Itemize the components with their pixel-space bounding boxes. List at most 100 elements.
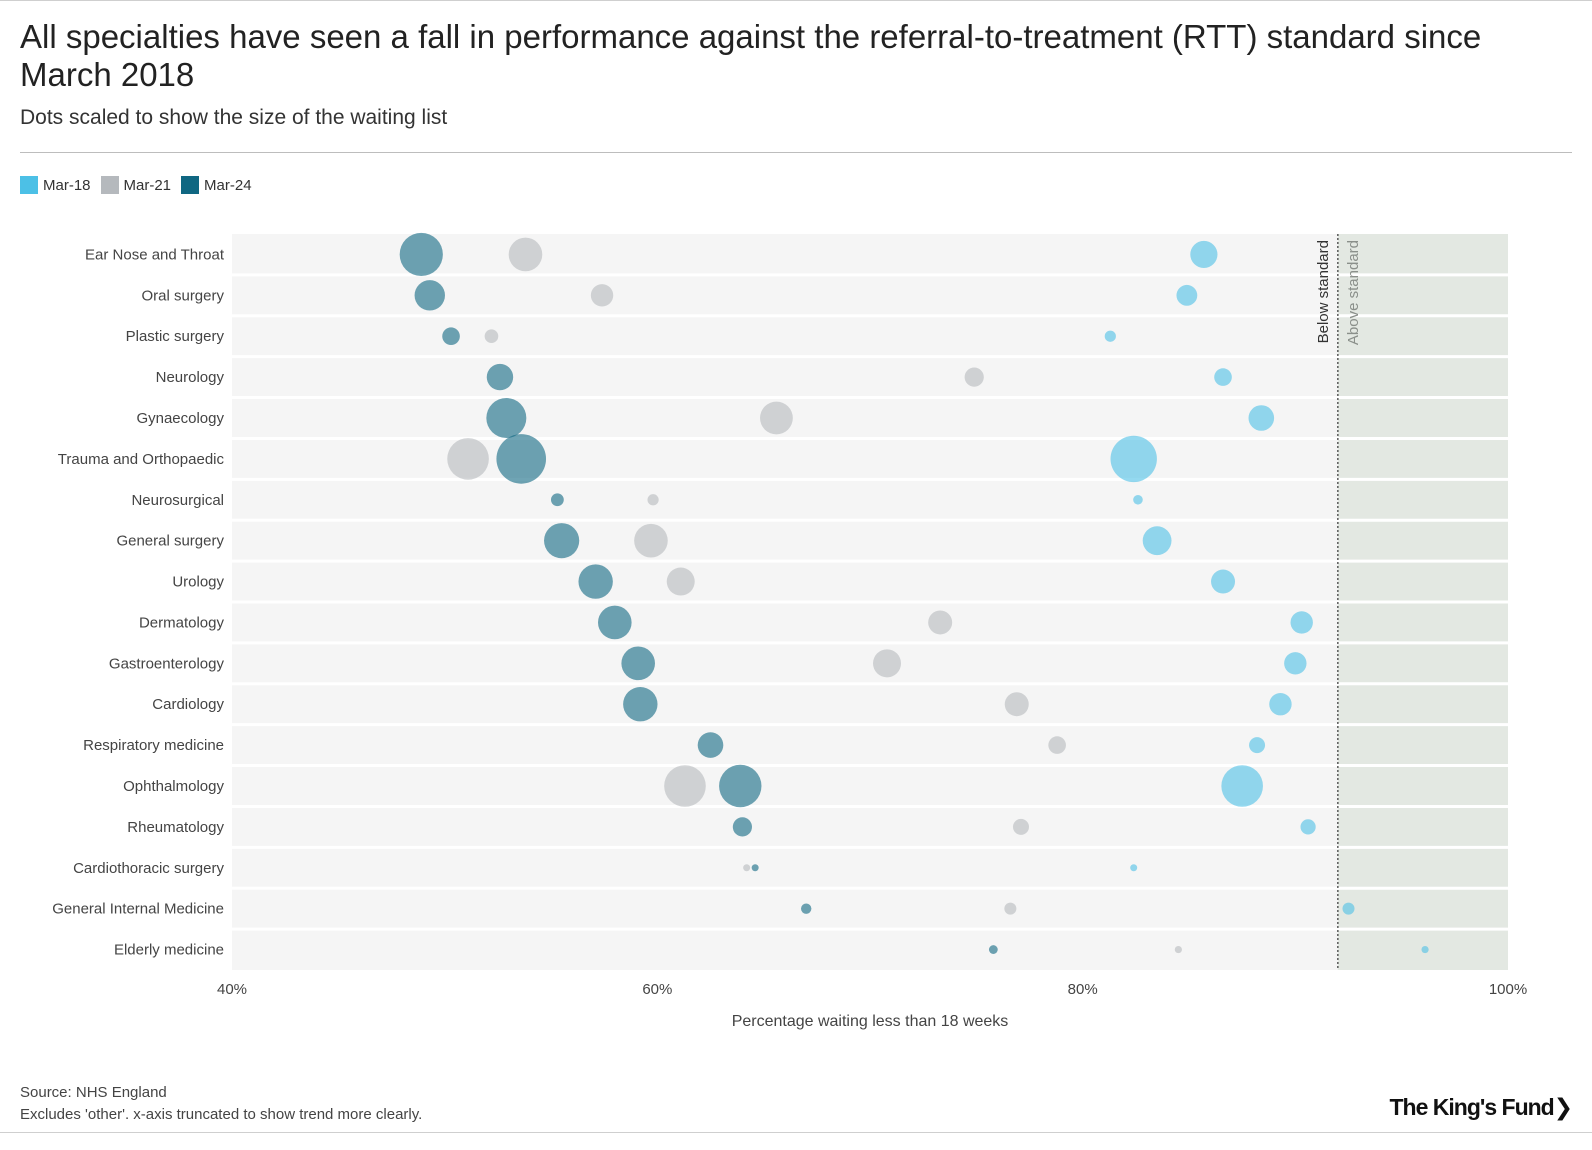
bubble-mar-21-elderly-medicine xyxy=(1174,945,1182,954)
category-label-trauma-and-orthopaedic: Trauma and Orthopaedic xyxy=(58,451,225,468)
category-label-rheumatology: Rheumatology xyxy=(127,819,224,836)
bottom-border xyxy=(0,1132,1592,1133)
legend-label-mar-18: Mar-18 xyxy=(43,176,91,194)
legend-swatch-mar-24 xyxy=(181,176,200,194)
category-label-ophthalmology: Ophthalmology xyxy=(123,778,224,795)
bubble-mar-18-dermatology xyxy=(1290,611,1313,634)
x-tick-label-80: 80% xyxy=(1068,981,1098,998)
category-label-cardiology: Cardiology xyxy=(152,696,224,713)
bubble-mar-21-cardiothoracic-surgery xyxy=(743,864,751,872)
category-label-elderly-medicine: Elderly medicine xyxy=(114,942,224,959)
x-axis-label: Percentage waiting less than 18 weeks xyxy=(732,1013,1009,1030)
category-label-dermatology: Dermatology xyxy=(139,614,225,631)
category-label-neurology: Neurology xyxy=(156,369,225,386)
source-note: Source: NHS England xyxy=(20,1084,167,1101)
legend-item-mar-21[interactable]: Mar-21 xyxy=(100,176,172,194)
bubble-mar-24-cardiology xyxy=(623,687,658,722)
bubble-mar-18-ophthalmology xyxy=(1221,765,1263,807)
bubble-mar-24-neurosurgical xyxy=(550,493,564,507)
legend-item-mar-18[interactable]: Mar-18 xyxy=(20,176,91,194)
bubble-mar-24-trauma-and-orthopaedic xyxy=(496,434,547,484)
category-label-ear-nose-and-throat: Ear Nose and Throat xyxy=(85,246,225,263)
bubble-mar-18-trauma-and-orthopaedic xyxy=(1110,435,1157,483)
chart-footer-notes: Source: NHS England Excludes 'other'. x-… xyxy=(20,1082,422,1126)
bubble-mar-18-neurology xyxy=(1214,368,1232,386)
chart-subtitle: Dots scaled to show the size of the wait… xyxy=(20,106,448,129)
category-label-plastic-surgery: Plastic surgery xyxy=(126,328,225,345)
above-standard-label: Above standard xyxy=(1345,240,1362,345)
legend-label-mar-24: Mar-24 xyxy=(204,176,252,194)
bubble-mar-18-urology xyxy=(1211,569,1236,594)
bubble-mar-18-elderly-medicine xyxy=(1421,945,1429,954)
bubble-mar-24-gynaecology xyxy=(486,398,527,438)
bubble-mar-18-cardiology xyxy=(1269,693,1292,716)
truncation-note: Excludes 'other'. x-axis truncated to sh… xyxy=(20,1106,423,1123)
bubble-mar-21-cardiology xyxy=(1004,692,1029,717)
bubble-mar-21-respiratory-medicine xyxy=(1048,736,1066,754)
logo-text: The King's Fund xyxy=(1389,1094,1554,1120)
bubble-mar-18-plastic-surgery xyxy=(1104,330,1116,342)
series-mar-21 xyxy=(447,237,1182,954)
x-tick-label-100: 100% xyxy=(1489,981,1527,998)
bubble-mar-24-oral-surgery xyxy=(414,280,445,311)
category-label-respiratory-medicine: Respiratory medicine xyxy=(83,737,224,754)
bubble-mar-18-rheumatology xyxy=(1300,819,1316,835)
bubble-mar-18-gynaecology xyxy=(1248,405,1275,431)
category-label-neurosurgical: Neurosurgical xyxy=(131,492,224,509)
bubble-mar-24-urology xyxy=(578,564,613,599)
bubble-chart: Ear Nose and Throat Oral surgery Plastic s… xyxy=(52,232,1527,1030)
bubble-mar-18-neurosurgical xyxy=(1133,494,1143,505)
bubble-mar-18-oral-surgery xyxy=(1176,284,1198,306)
category-label-oral-surgery: Oral surgery xyxy=(141,287,224,304)
series-mar-18 xyxy=(1104,240,1429,954)
bubble-mar-21-plastic-surgery xyxy=(484,329,499,344)
top-border xyxy=(0,0,1592,1)
bubble-mar-18-cardiothoracic-surgery xyxy=(1130,864,1138,872)
bubble-mar-24-gastroenterology xyxy=(621,646,655,681)
chart-legend: Mar-18 Mar-21 Mar-24 xyxy=(20,176,252,194)
category-label-general-internal-medicine: General Internal Medicine xyxy=(52,901,224,918)
bubble-mar-21-neurosurgical xyxy=(647,494,659,506)
bubble-mar-24-general-surgery xyxy=(544,523,580,559)
legend-label-mar-21: Mar-21 xyxy=(123,176,172,194)
bubble-mar-24-elderly-medicine xyxy=(988,945,998,954)
bubble-mar-18-respiratory-medicine xyxy=(1249,737,1266,754)
bubble-mar-24-ear-nose-and-throat xyxy=(399,232,443,277)
bubble-mar-21-dermatology xyxy=(928,610,953,635)
bubble-mar-24-general-internal-medicine xyxy=(801,903,812,914)
x-tick-label-40: 40% xyxy=(217,981,247,998)
category-label-gastroenterology: Gastroenterology xyxy=(109,655,225,672)
below-standard-label: Below standard xyxy=(1315,240,1332,343)
chevron-right-icon: ❯ xyxy=(1553,1094,1573,1120)
bubble-mar-18-general-internal-medicine xyxy=(1342,902,1355,915)
bubble-mar-21-oral-surgery xyxy=(590,284,614,307)
legend-item-mar-24[interactable]: Mar-24 xyxy=(181,176,252,194)
bubble-mar-21-rheumatology xyxy=(1012,818,1029,835)
bubble-mar-18-ear-nose-and-throat xyxy=(1190,240,1218,269)
bubble-mar-21-ophthalmology xyxy=(664,765,706,807)
series-mar-24 xyxy=(399,232,998,954)
legend-swatch-mar-21 xyxy=(100,176,119,194)
kings-fund-logo: The King's Fund❯ xyxy=(1389,1094,1573,1121)
category-label-general-surgery: General surgery xyxy=(116,533,224,550)
bubble-mar-21-ear-nose-and-throat xyxy=(508,237,543,272)
bubble-mar-21-trauma-and-orthopaedic xyxy=(447,438,489,480)
legend-swatch-mar-18 xyxy=(20,176,38,194)
category-label-urology: Urology xyxy=(172,574,224,591)
bubble-mar-24-dermatology xyxy=(598,605,632,640)
bubble-mar-21-neurology xyxy=(964,367,984,387)
bubble-mar-21-general-internal-medicine xyxy=(1004,902,1017,915)
bubble-mar-24-rheumatology xyxy=(732,817,753,837)
bubble-mar-18-gastroenterology xyxy=(1284,652,1307,675)
bubble-mar-24-cardiothoracic-surgery xyxy=(751,864,759,872)
x-tick-label-60: 60% xyxy=(642,981,672,998)
header-divider xyxy=(20,152,1572,153)
category-label-cardiothoracic-surgery: Cardiothoracic surgery xyxy=(73,860,224,877)
bubble-mar-24-respiratory-medicine xyxy=(697,732,724,758)
bubble-mar-21-general-surgery xyxy=(634,523,668,558)
bubble-mar-24-neurology xyxy=(486,363,514,391)
category-label-gynaecology: Gynaecology xyxy=(136,410,224,427)
bubble-mar-18-general-surgery xyxy=(1142,526,1172,556)
bubble-mar-21-urology xyxy=(666,567,695,596)
bubble-mar-21-gynaecology xyxy=(760,401,793,435)
